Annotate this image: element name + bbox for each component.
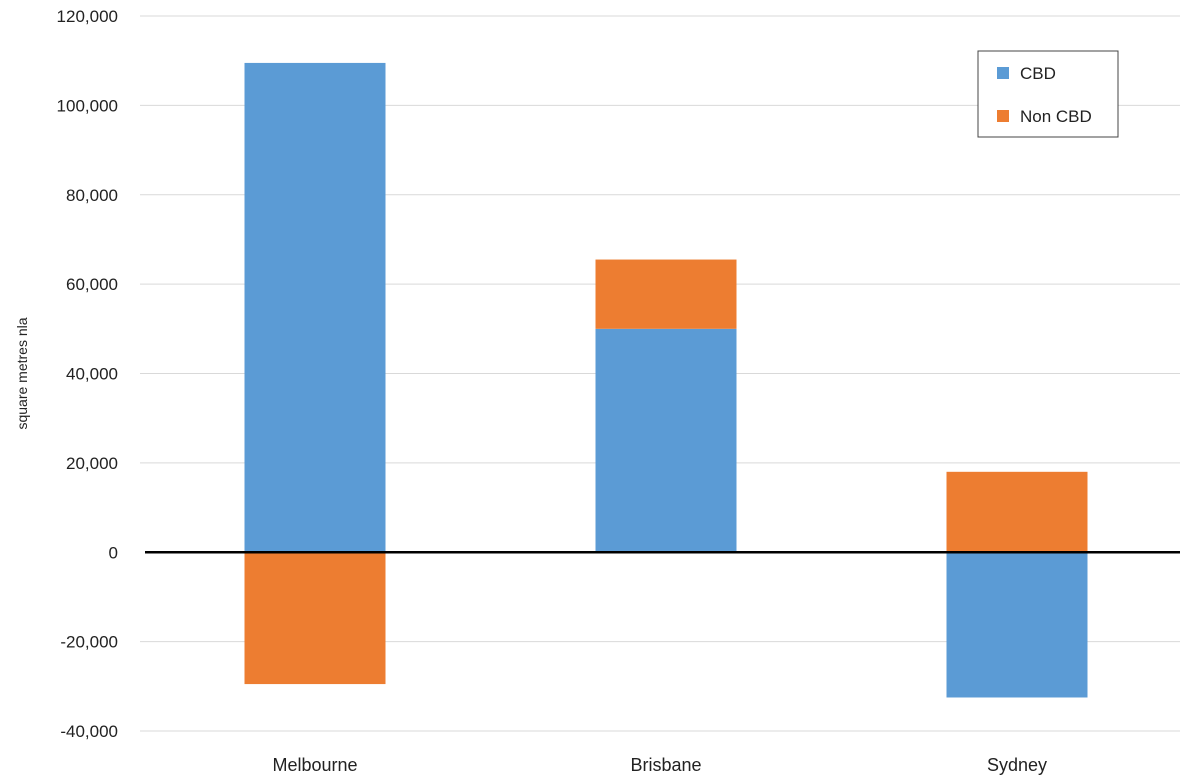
y-tick-label: 60,000 [66, 275, 118, 294]
bar-cbd-sydney [946, 552, 1088, 698]
legend-box [977, 50, 1119, 138]
y-axis-ticks: 120,000 100,000 80,000 60,000 40,000 20,000 0 -… [57, 7, 118, 741]
y-tick-label: 40,000 [66, 365, 118, 384]
bar-cbd-melbourne [244, 62, 386, 553]
y-tick-label: 100,000 [57, 96, 118, 115]
legend-swatch-non-cbd [997, 110, 1009, 122]
y-axis-title: square metres nla [14, 317, 30, 429]
y-tick-label: 20,000 [66, 454, 118, 473]
legend: CBD Non CBD [977, 50, 1119, 138]
x-axis-categories: Melbourne Brisbane Sydney [272, 755, 1047, 775]
bars [244, 62, 1088, 698]
y-tick-label: -40,000 [60, 722, 118, 741]
legend-label-cbd: CBD [1020, 64, 1056, 83]
bar-non-cbd-brisbane [595, 259, 737, 329]
legend-swatch-cbd [997, 67, 1009, 79]
x-category-label: Brisbane [630, 755, 701, 775]
legend-items: CBD Non CBD [997, 64, 1092, 126]
y-tick-label: -20,000 [60, 633, 118, 652]
y-tick-label: 0 [109, 543, 118, 562]
y-tick-label: 80,000 [66, 186, 118, 205]
legend-label-non-cbd: Non CBD [1020, 107, 1092, 126]
x-category-label: Sydney [987, 755, 1047, 775]
y-tick-label: 120,000 [57, 7, 118, 26]
x-category-label: Melbourne [272, 755, 357, 775]
bar-non-cbd-melbourne [244, 552, 386, 685]
bar-cbd-brisbane [595, 328, 737, 553]
bar-non-cbd-sydney [946, 471, 1088, 553]
